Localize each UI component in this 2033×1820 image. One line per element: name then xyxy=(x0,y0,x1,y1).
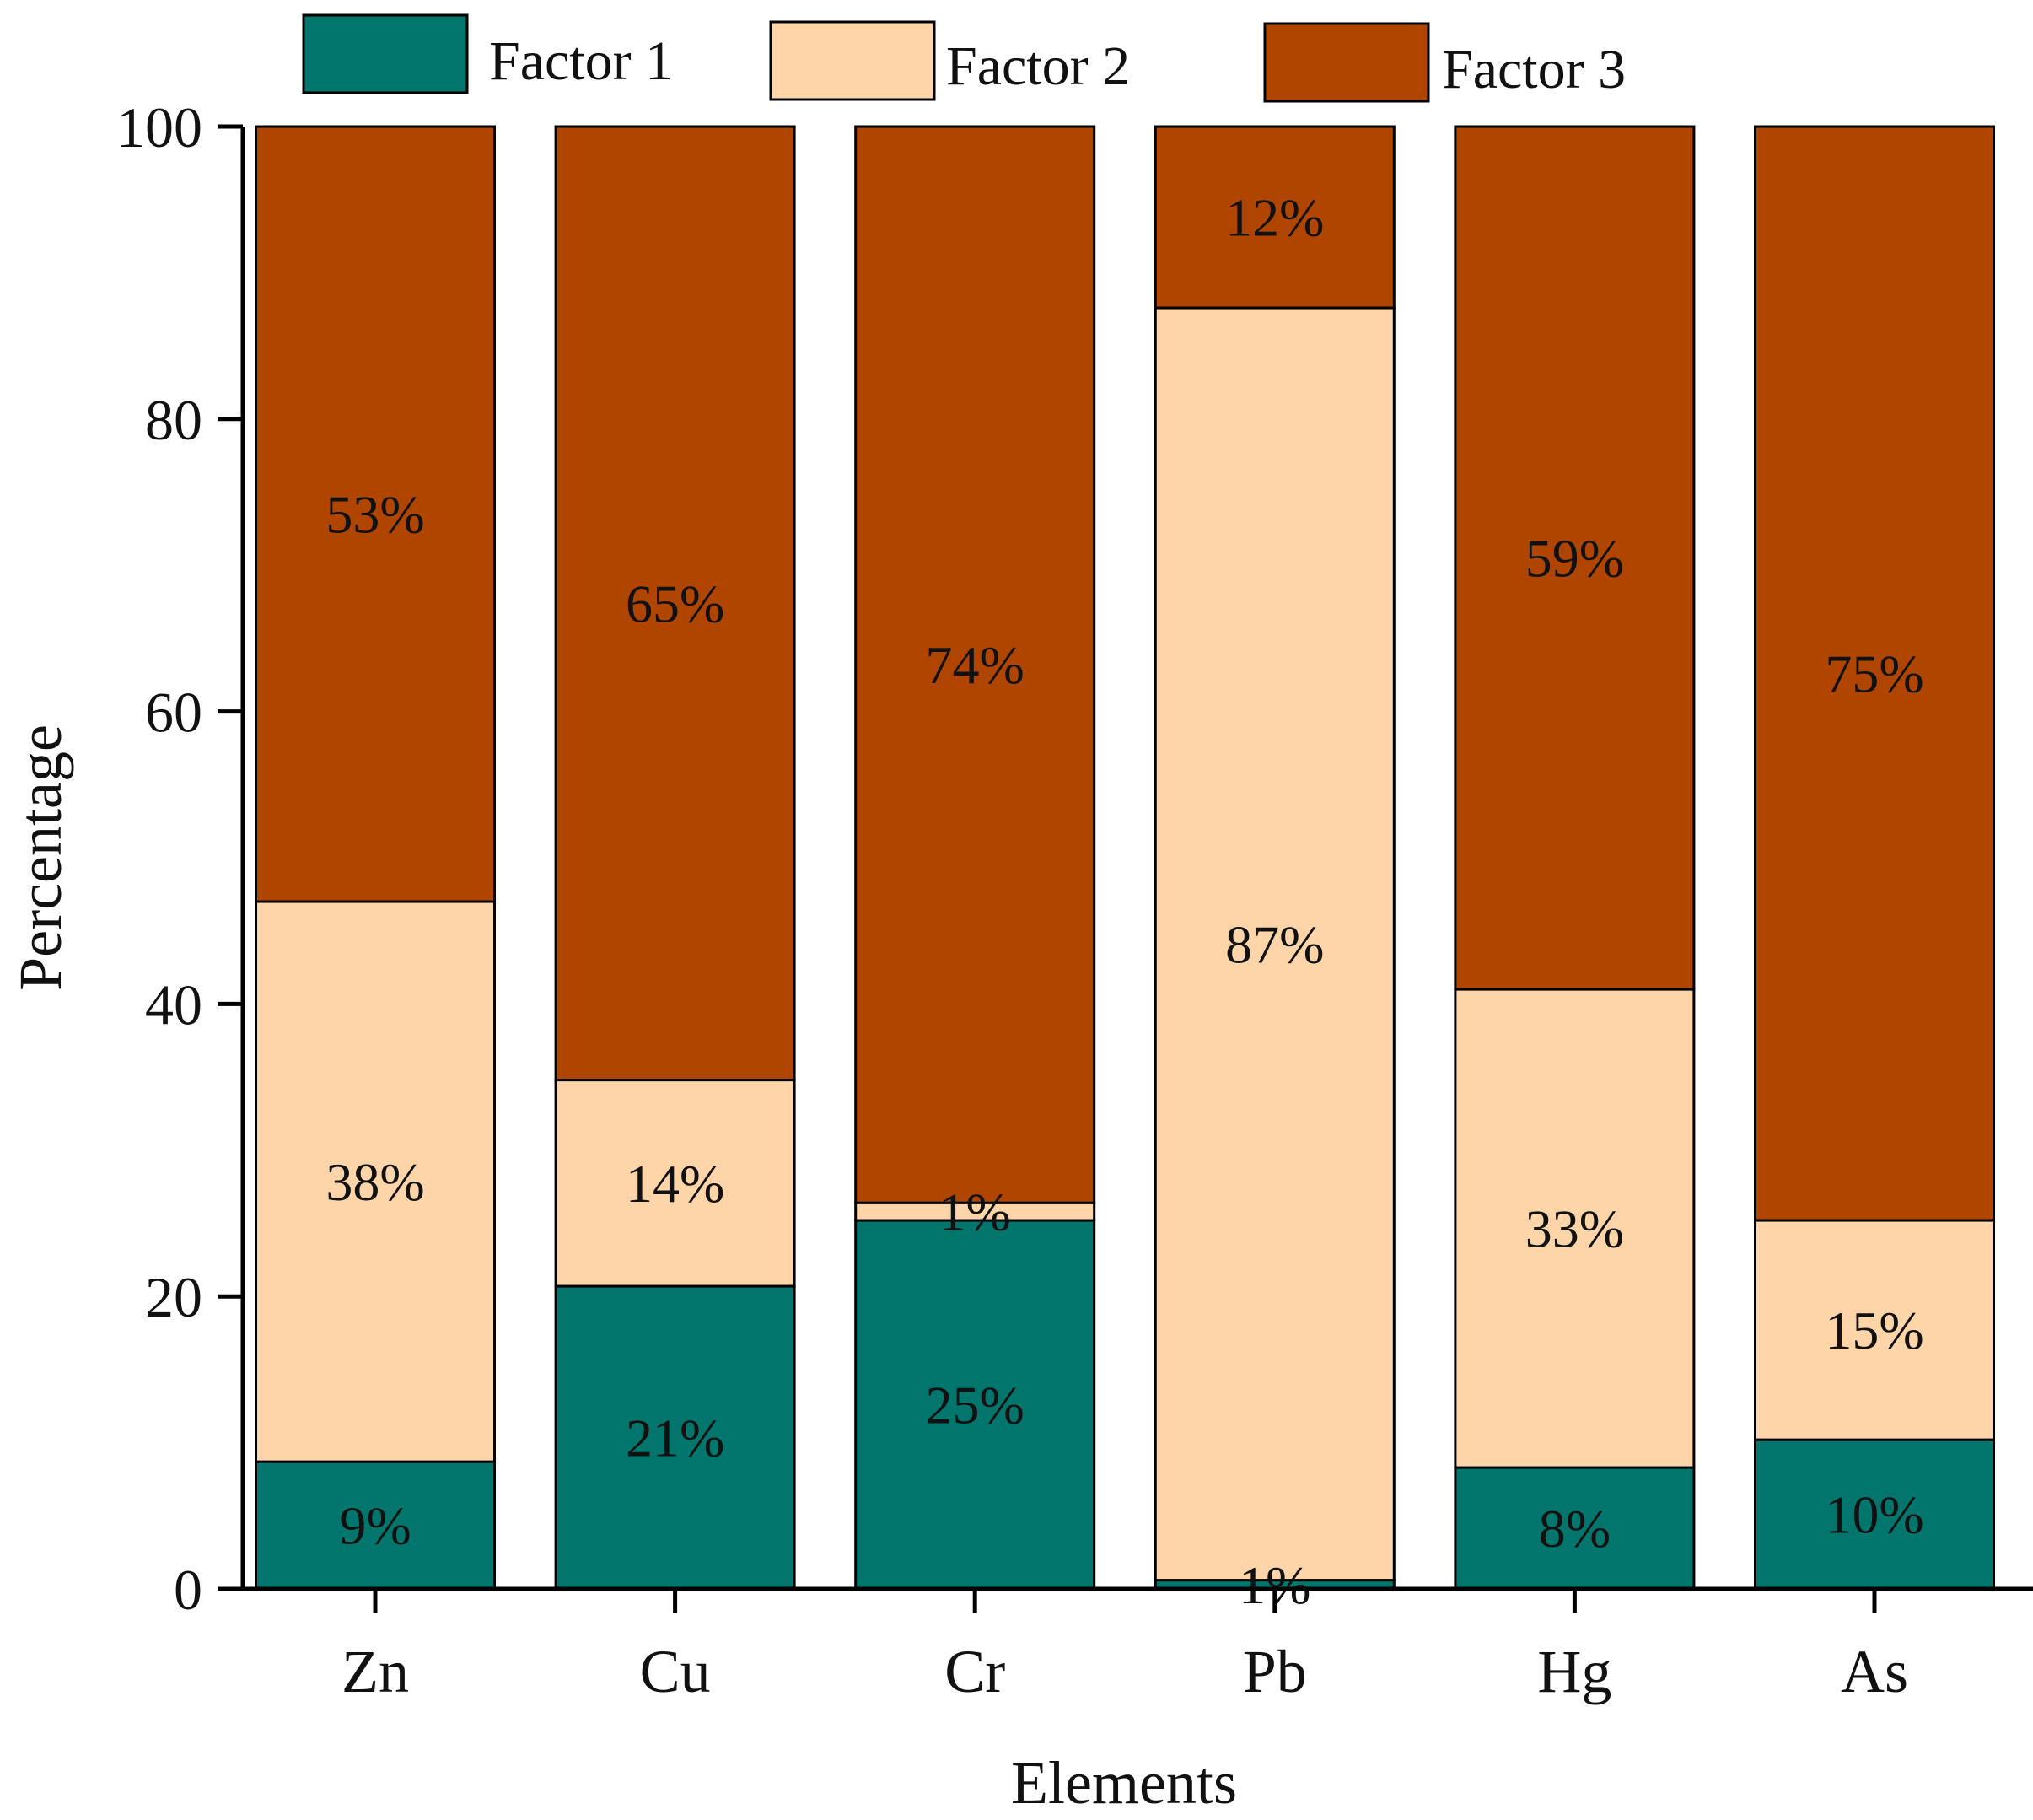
bar-segment-as-factor-1 xyxy=(1754,1438,1995,1591)
legend-label-factor-1: Factor 1 xyxy=(489,30,673,92)
bar-segment-hg-factor-1 xyxy=(1454,1466,1696,1591)
bar-segment-cu-factor-2 xyxy=(554,1079,796,1288)
segment-labels-layer: 9%38%53%21%14%65%25%1%74%1%87%12%8%33%59… xyxy=(325,188,1923,1615)
data-label-zn-factor-2: 38% xyxy=(325,1152,424,1212)
bar-segment-zn-factor-1 xyxy=(255,1460,496,1591)
bars-layer xyxy=(255,125,1995,1591)
bar-segment-cu-factor-1 xyxy=(554,1284,796,1591)
data-label-hg-factor-3: 59% xyxy=(1525,529,1624,589)
x-tick-label-cr: Cr xyxy=(944,1638,1005,1705)
data-label-cr-factor-2: 1% xyxy=(939,1182,1011,1242)
x-tick-label-zn: Zn xyxy=(342,1638,409,1705)
y-tick-label: 60 xyxy=(145,681,202,745)
data-label-pb-factor-3: 12% xyxy=(1225,188,1324,248)
bar-segment-pb-factor-3 xyxy=(1154,125,1396,310)
data-label-cu-factor-3: 65% xyxy=(626,573,724,633)
legend-label-factor-2: Factor 2 xyxy=(946,35,1130,97)
data-label-zn-factor-3: 53% xyxy=(325,485,424,545)
data-label-cr-factor-3: 74% xyxy=(926,635,1025,695)
legend-swatch-factor-3 xyxy=(1263,22,1430,103)
x-axis-title: Elements xyxy=(1011,1749,1237,1817)
legend: Factor 1 Factor 2 Factor 3 xyxy=(302,13,1626,103)
bar-segment-as-factor-3 xyxy=(1754,125,1995,1222)
legend-swatch-factor-2 xyxy=(769,20,936,101)
legend-label-factor-3: Factor 3 xyxy=(1442,39,1626,100)
bar-segment-as-factor-2 xyxy=(1754,1219,1995,1441)
y-tick-label: 100 xyxy=(116,95,202,159)
bar-segment-zn-factor-2 xyxy=(255,900,496,1463)
y-axis-ticks: 0 20 40 60 80 100 xyxy=(116,95,243,1622)
x-tick-label-hg: Hg xyxy=(1537,1638,1611,1705)
data-label-pb-factor-2: 87% xyxy=(1225,914,1324,974)
legend-swatch-factor-1 xyxy=(302,13,469,94)
data-label-as-factor-2: 15% xyxy=(1825,1300,1923,1360)
x-tick-label-as: As xyxy=(1841,1638,1908,1705)
data-label-as-factor-3: 75% xyxy=(1825,644,1923,704)
data-label-cu-factor-1: 21% xyxy=(626,1408,724,1468)
bar-segment-cu-factor-3 xyxy=(554,125,796,1082)
y-axis-title: Percentage xyxy=(7,724,74,991)
y-tick-label: 0 xyxy=(174,1558,202,1622)
bar-segment-hg-factor-3 xyxy=(1454,125,1696,991)
x-tick-label-cu: Cu xyxy=(640,1638,711,1705)
data-label-as-factor-1: 10% xyxy=(1825,1485,1923,1545)
data-label-hg-factor-2: 33% xyxy=(1525,1199,1624,1259)
y-tick-label: 20 xyxy=(145,1265,202,1329)
data-label-cr-factor-1: 25% xyxy=(926,1376,1025,1435)
bar-segment-zn-factor-3 xyxy=(255,125,496,903)
bar-segment-cr-factor-3 xyxy=(854,125,1096,1204)
bar-segment-pb-factor-2 xyxy=(1154,306,1396,1582)
data-label-zn-factor-1: 9% xyxy=(339,1496,411,1556)
x-tick-label-pb: Pb xyxy=(1243,1638,1307,1705)
data-label-cu-factor-2: 14% xyxy=(626,1154,724,1214)
data-label-hg-factor-1: 8% xyxy=(1539,1499,1611,1559)
y-tick-label: 80 xyxy=(145,388,202,452)
x-axis-ticks: Zn Cu Cr Pb Hg As xyxy=(342,1589,1908,1705)
y-tick-label: 40 xyxy=(145,972,202,1037)
